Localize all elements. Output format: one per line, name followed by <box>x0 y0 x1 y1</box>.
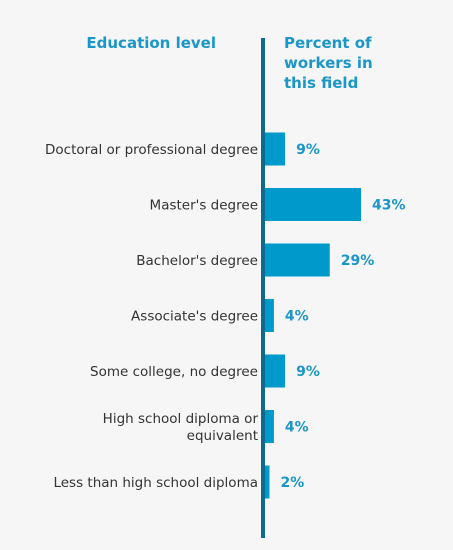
bar-5 <box>265 410 274 443</box>
percent-header-line-1: Percent of <box>284 34 372 52</box>
value-label-1: 43% <box>372 198 406 214</box>
category-label-3: Associate's degree <box>131 309 258 325</box>
bar-0 <box>265 132 286 166</box>
category-label-4: Some college, no degree <box>90 364 258 380</box>
bar-6 <box>265 465 270 499</box>
bar-1 <box>265 188 361 221</box>
percent-header-line-2: workers in <box>284 54 373 72</box>
category-label-0: Doctoral or professional degree <box>45 142 258 158</box>
bar-4 <box>265 354 286 388</box>
value-label-4: 9% <box>296 364 320 380</box>
value-label-6: 2% <box>280 475 304 491</box>
percent-header: Percent of workers in this field <box>284 33 434 93</box>
value-label-0: 9% <box>296 142 320 158</box>
category-label-5-line-1: equivalent <box>187 428 258 444</box>
category-label-6: Less than high school diploma <box>53 475 258 491</box>
category-label-1: Master's degree <box>150 198 258 214</box>
value-label-5: 4% <box>285 420 309 436</box>
category-label-2: Bachelor's degree <box>136 253 258 269</box>
bar-3 <box>265 299 274 332</box>
category-label-5-line-0: High school diploma or <box>103 411 259 427</box>
percent-header-line-3: this field <box>284 74 359 92</box>
value-label-2: 29% <box>341 253 375 269</box>
bar-2 <box>265 243 330 277</box>
education-level-header: Education level <box>86 34 216 52</box>
value-label-3: 4% <box>285 309 309 325</box>
